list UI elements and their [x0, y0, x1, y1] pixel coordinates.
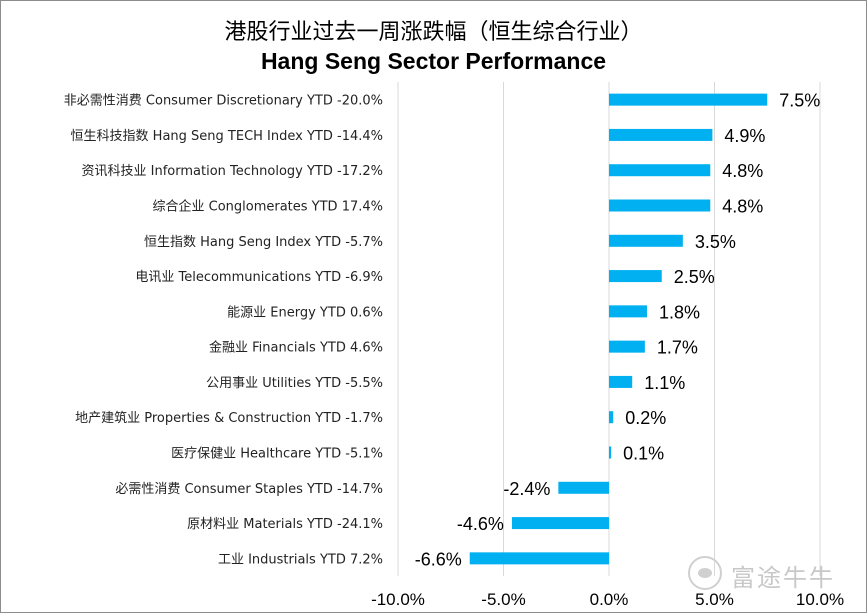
x-tick-label-0: -10.0% — [371, 590, 425, 609]
category-label-2: 资讯科技业 Information Technology YTD -17.2% — [82, 164, 383, 179]
data-label-5: 2.5% — [674, 267, 715, 287]
data-label-9: 0.2% — [625, 408, 666, 428]
category-label-3: 综合企业 Conglomerates YTD 17.4% — [152, 199, 383, 215]
category-label-1: 恒生科技指数 Hang Seng TECH Index YTD -14.4% — [71, 129, 383, 144]
data-label-2: 4.8% — [722, 161, 763, 181]
watermark-text: 富途牛牛 — [731, 564, 835, 592]
bar-13 — [469, 552, 609, 565]
category-label-9: 地产建筑业 Properties & Construction YTD -1.7… — [75, 410, 383, 426]
data-label-0: 7.5% — [779, 91, 820, 111]
data-label-6: 1.8% — [659, 302, 700, 322]
bar-11 — [558, 481, 609, 494]
bar-2 — [609, 164, 711, 177]
futu-logo-icon — [688, 556, 722, 590]
bar-5 — [609, 270, 662, 283]
chart-subtitle: Hang Seng Sector Performance — [260, 48, 607, 74]
x-tick-label-3: 5.0% — [695, 590, 734, 609]
data-label-11: -2.4% — [503, 479, 550, 499]
category-label-6: 能源业 Energy YTD 0.6% — [227, 305, 383, 320]
category-label-12: 原材料业 Materials YTD -24.1% — [187, 517, 383, 532]
category-label-11: 必需性消费 Consumer Staples YTD -14.7% — [115, 482, 383, 497]
category-label-0: 非必需性消费 Consumer Discretionary YTD -20.0% — [64, 94, 383, 109]
x-tick-label-2: 0.0% — [590, 590, 629, 609]
data-label-13: -6.6% — [415, 549, 462, 569]
bar-3 — [609, 199, 711, 212]
data-label-1: 4.9% — [724, 126, 765, 146]
data-label-12: -4.6% — [457, 514, 504, 534]
data-label-8: 1.1% — [644, 373, 685, 393]
x-tick-label-4: 10.0% — [796, 590, 844, 609]
bar-4 — [609, 234, 683, 247]
bar-8 — [609, 375, 633, 388]
category-label-8: 公用事业 Utilities YTD -5.5% — [206, 376, 383, 391]
bar-10 — [609, 446, 612, 459]
category-label-5: 电讯业 Telecommunications YTD -6.9% — [135, 270, 383, 285]
data-label-7: 1.7% — [657, 338, 698, 358]
bar-1 — [609, 128, 713, 141]
category-label-13: 工业 Industrials YTD 7.2% — [218, 552, 383, 567]
chart-title: 港股行业过去一周涨跌幅（恒生综合行业） — [224, 20, 643, 45]
bar-6 — [609, 305, 647, 318]
bar-7 — [609, 340, 645, 353]
bar-0 — [609, 93, 768, 106]
bar-9 — [609, 411, 614, 424]
data-label-10: 0.1% — [623, 444, 664, 464]
data-label-4: 3.5% — [695, 232, 736, 252]
category-label-4: 恒生指数 Hang Seng Index YTD -5.7% — [144, 235, 383, 250]
data-label-3: 4.8% — [722, 197, 763, 217]
category-label-10: 医疗保健业 Healthcare YTD -5.1% — [171, 447, 383, 462]
category-label-7: 金融业 Financials YTD 4.6% — [209, 340, 383, 356]
x-tick-label-1: -5.0% — [481, 590, 525, 609]
bar-12 — [511, 517, 609, 530]
